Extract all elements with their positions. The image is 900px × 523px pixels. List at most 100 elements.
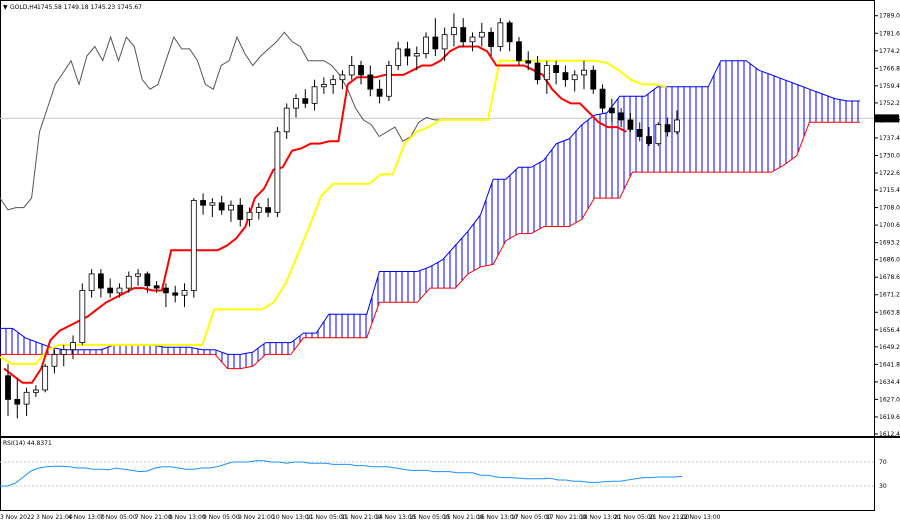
candle-body: [339, 74, 346, 81]
price-tick-label: 1686.00: [879, 257, 900, 264]
time-tick-label: 9 Nov 21:00: [238, 514, 275, 521]
price-tick-label: 1663.80: [879, 309, 900, 316]
candle-body: [562, 72, 569, 81]
price-tick-label: 1759.40: [879, 83, 900, 90]
rsi-tick-label: 70: [879, 459, 887, 466]
price-tick-label: 1766.80: [879, 65, 900, 72]
candle-body: [608, 107, 615, 114]
candle-body: [646, 136, 652, 145]
candle-body: [376, 88, 383, 97]
current-price-label: 1745.67: [877, 115, 900, 122]
candle-body: [358, 65, 364, 76]
price-tick-label: 1612.40: [879, 431, 900, 438]
candle-body: [469, 36, 476, 43]
candle-body: [385, 65, 392, 97]
candle-body: [116, 287, 123, 294]
time-tick-label: 17 Nov 05:00: [511, 514, 552, 521]
ichimoku-cloud: [0, 60, 859, 369]
time-tick-label: 21 Nov 21:00: [649, 514, 690, 521]
candle-body: [395, 48, 402, 66]
candle-body: [237, 204, 244, 220]
price-tick-label: 1715.40: [879, 187, 900, 194]
time-tick-label: 7 Nov 05:00: [100, 514, 137, 521]
symbol-label: GOLD,H4: [10, 4, 38, 11]
price-tick-label: 1649.20: [879, 344, 900, 351]
candle-body: [413, 53, 420, 57]
kijun-sen: [0, 59, 667, 365]
candle-body: [5, 375, 11, 400]
candle-body: [14, 399, 21, 405]
rsi-tick-label: 30: [879, 483, 887, 490]
candles: [5, 13, 680, 419]
candle-body: [460, 27, 467, 43]
price-tick-label: 1708.00: [879, 205, 900, 212]
price-tick-label: 1693.20: [879, 240, 900, 247]
symbol-dropdown-icon: ▼: [3, 4, 8, 11]
price-tick-label: 1634.40: [879, 379, 900, 386]
senkou-span-a: [0, 60, 860, 355]
candle-body: [451, 27, 457, 36]
candle-body: [320, 84, 327, 88]
tenkan-sen: [3, 45, 627, 384]
candle-body: [525, 60, 532, 64]
senkou-span-b: [0, 121, 860, 370]
ohlc-values: 1745.58 1749.18 1745.23 1745.67: [37, 4, 142, 11]
time-tick-label: 15 Nov 05:00: [409, 514, 450, 521]
time-tick-label: 4 Nov 13:00: [68, 514, 105, 521]
candle-body: [70, 342, 76, 351]
candle-body: [478, 31, 485, 38]
time-tick-label: 11 Nov 21:00: [341, 514, 382, 521]
candle-body: [274, 131, 281, 213]
time-tick-label: 8 Nov 13:00: [169, 514, 206, 521]
time-tick-label: 17 Nov 21:00: [546, 514, 587, 521]
candle-body: [302, 98, 309, 104]
price-tick-label: 1789.00: [879, 13, 900, 20]
price-tick-label: 1752.20: [879, 100, 900, 107]
candle-body: [488, 31, 494, 47]
candle-body: [543, 65, 550, 81]
candle-body: [636, 129, 643, 137]
rsi-label: RSI(14) 44.8371: [3, 440, 52, 447]
rsi-pane-frame: [0, 437, 875, 511]
candle-body: [209, 202, 216, 206]
time-tick-label: 15 Nov 21:00: [443, 514, 484, 521]
candle-body: [571, 74, 578, 81]
time-tick-label: 22 Nov 13:00: [680, 514, 721, 521]
time-tick-label: 3 Nov 21:00: [36, 514, 73, 521]
candle-body: [516, 41, 522, 62]
price-tick-label: 1700.60: [879, 222, 900, 229]
candle-body: [265, 207, 272, 213]
price-tick-label: 1730.00: [879, 152, 900, 159]
candle-body: [107, 287, 114, 294]
price-tick-label: 1722.60: [879, 170, 900, 177]
chikou-span: [0, 31, 443, 211]
price-tick-label: 1641.80: [879, 361, 900, 368]
candle-body: [293, 98, 299, 109]
candle-body: [590, 69, 597, 90]
candle-body: [283, 107, 290, 133]
candle-body: [153, 285, 160, 289]
candle-body: [506, 22, 513, 43]
candle-body: [618, 112, 625, 121]
candle-body: [404, 48, 411, 57]
candle-body: [599, 88, 606, 109]
candle-body: [172, 292, 179, 296]
candle-body: [664, 124, 671, 133]
candle-body: [246, 211, 253, 220]
candle-body: [432, 36, 439, 50]
rsi-line: [0, 460, 683, 487]
candle-body: [581, 69, 587, 76]
candle-body: [200, 200, 206, 206]
price-tick-label: 1678.60: [879, 274, 900, 281]
price-tick-label: 1627.00: [879, 396, 900, 403]
candle-body: [497, 22, 504, 47]
time-tick-label: 21 Nov 05:00: [614, 514, 655, 521]
candle-body: [42, 365, 49, 391]
candle-body: [98, 273, 104, 289]
time-tick-label: 18 Nov 13:00: [580, 514, 621, 521]
time-tick-label: 9 Nov 05:00: [203, 514, 240, 521]
candle-body: [135, 273, 141, 277]
price-tick-label: 1656.40: [879, 327, 900, 334]
time-tick-label: 14 Nov 13:00: [375, 514, 416, 521]
